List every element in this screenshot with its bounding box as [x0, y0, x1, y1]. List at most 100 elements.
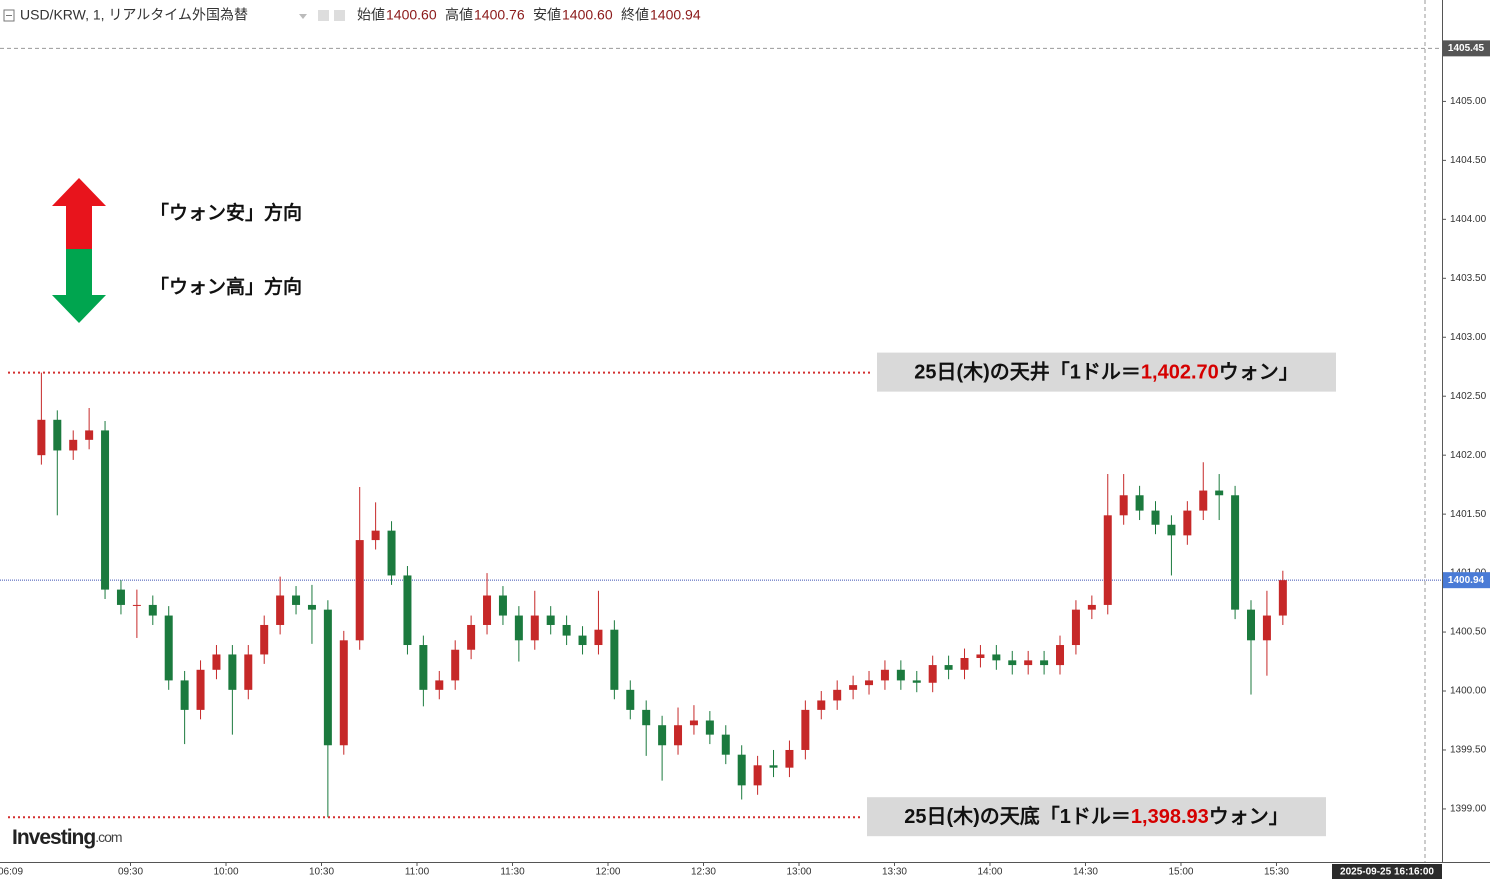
candle-body: [865, 680, 874, 686]
candle-body: [594, 629, 603, 646]
candle-body: [610, 629, 619, 690]
y-tick-label: 1405.00: [1450, 96, 1487, 107]
candle-body: [1087, 604, 1096, 610]
chart-title: USD/KRW, 1, リアルタイム外国為替: [20, 7, 248, 23]
ohlc-header: 始値 1400.60 高値 1400.76 安値 1400.60 終値 1400.94: [357, 7, 701, 23]
crosshair-date: 2025-09-25 16:16:00: [1340, 867, 1434, 878]
candle-body: [260, 624, 269, 655]
logo-suffix: .com: [95, 829, 122, 845]
candle-body: [403, 575, 412, 646]
candle-body: [132, 604, 141, 606]
x-tick-label: 14:30: [1073, 867, 1098, 878]
candle-body: [880, 669, 889, 681]
candle-body: [69, 439, 78, 451]
y-tick-label: 1403.50: [1450, 273, 1487, 284]
candle-body: [817, 700, 826, 710]
x-tick-label: 15:30: [1264, 867, 1289, 878]
annotation-value: 1,398.93: [1131, 806, 1209, 828]
x-tick-label: 09:30: [118, 867, 143, 878]
crosshair-price-tag: [1443, 40, 1490, 57]
settings-icon[interactable]: [334, 10, 345, 21]
candle-body: [1040, 660, 1049, 666]
ohlc-value: 1400.60: [386, 7, 437, 23]
candle-body: [164, 615, 173, 681]
candle-body: [467, 624, 476, 650]
candle-body: [785, 749, 794, 768]
annotation-suffix: ウォン」: [1219, 361, 1299, 384]
annotation-text: 25日(木)の天井「1ドル＝1,402.70ウォン」: [914, 360, 1299, 384]
candle-body: [1199, 490, 1208, 511]
candle-body: [578, 635, 587, 646]
candle-body: [626, 689, 635, 710]
candle-body: [642, 709, 651, 726]
candle-body: [244, 654, 253, 690]
last-price: 1400.94: [1448, 575, 1485, 586]
annotation-box: [867, 797, 1326, 837]
candle-body: [53, 419, 62, 451]
candle-body: [148, 604, 157, 616]
candle-body: [196, 669, 205, 710]
ohlc-label: 安値: [533, 7, 561, 23]
y-tick-label: 1403.00: [1450, 332, 1487, 343]
candle-body: [451, 649, 460, 681]
candle-body: [355, 540, 364, 641]
annotation-prefix: 25日(木)の天底「1ドル＝: [904, 804, 1131, 828]
candle-body: [737, 754, 746, 786]
candle-body: [292, 595, 301, 605]
logo-main: Investing: [12, 826, 95, 849]
candle-body: [1056, 645, 1065, 666]
candle-body: [339, 640, 348, 746]
candle-body: [562, 624, 571, 636]
candle-body: [546, 615, 555, 625]
ohlc-label: 高値: [445, 7, 473, 23]
candle-body: [530, 615, 539, 641]
ohlc-value: 1400.60: [562, 7, 613, 23]
candle-body: [1231, 495, 1240, 610]
candle-body: [896, 669, 905, 681]
dropdown[interactable]: [299, 14, 307, 19]
x-tick-label: 14:00: [977, 867, 1002, 878]
candle-body: [849, 685, 858, 690]
candle-body: [1103, 515, 1112, 605]
candle-body: [801, 709, 810, 750]
candle-body: [276, 595, 285, 625]
y-tick-label: 1402.00: [1450, 450, 1487, 461]
direction-label: 「ウォン高」方向: [150, 275, 302, 298]
x-tick-label: 15:00: [1168, 867, 1193, 878]
annotation-prefix: 25日(木)の天井「1ドル＝: [914, 360, 1141, 384]
x-tick-label: 11:00: [405, 867, 430, 878]
x-tick-label: 10:00: [213, 867, 238, 878]
candle-body: [960, 657, 969, 670]
candle-body: [37, 419, 46, 456]
up-arrow: [52, 178, 106, 249]
candle-body: [976, 654, 985, 658]
candle-body: [1008, 660, 1017, 666]
candle-body: [1119, 495, 1128, 516]
annotation-suffix: ウォン」: [1209, 805, 1289, 828]
candle-body: [387, 530, 396, 576]
candle-body: [1024, 660, 1033, 666]
candle-body: [101, 430, 110, 590]
candle-body: [689, 720, 698, 726]
y-tick-label: 1400.00: [1450, 686, 1487, 697]
candle-body: [1151, 510, 1160, 525]
y-tick-label: 1404.50: [1450, 155, 1487, 166]
x-tick-label: 13:00: [786, 867, 811, 878]
direction-label: 「ウォン安」方向: [150, 201, 302, 224]
collapse-icon[interactable]: [3, 9, 15, 22]
candle-body: [833, 689, 842, 701]
eye-icon[interactable]: [318, 10, 329, 21]
candle-body: [1262, 615, 1271, 641]
down-arrow: [52, 249, 106, 323]
candle-body: [658, 725, 667, 746]
candle-body: [1071, 609, 1080, 646]
candle-body: [116, 589, 125, 605]
x-tick-label: 12:00: [595, 867, 620, 878]
y-tick-label: 1401.50: [1450, 509, 1487, 520]
y-tick-label: 1402.50: [1450, 391, 1487, 402]
y-tick-label: 1399.50: [1450, 745, 1487, 756]
candle-body: [721, 734, 730, 755]
candle-body: [435, 680, 444, 690]
last-price-tag: [1443, 572, 1490, 589]
crosshair-date-tag: [1332, 864, 1442, 879]
